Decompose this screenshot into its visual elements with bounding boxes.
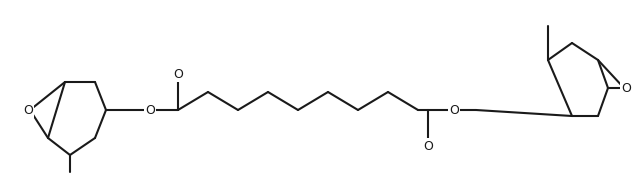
Text: O: O <box>173 68 183 81</box>
Text: O: O <box>145 104 155 117</box>
Text: O: O <box>423 140 433 153</box>
Text: O: O <box>621 81 631 94</box>
Text: O: O <box>23 104 33 117</box>
Text: O: O <box>449 104 459 117</box>
